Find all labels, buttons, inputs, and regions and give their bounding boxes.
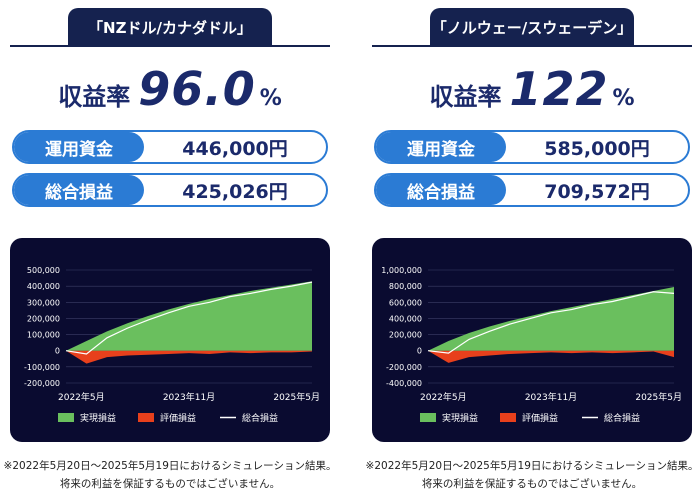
title-rule: [10, 45, 330, 47]
x-tick-label: 2023年11月: [525, 391, 577, 403]
x-tick-label: 2025年5月: [273, 391, 320, 403]
y-tick-label: 500,000: [27, 266, 60, 275]
info-row: 運用資金 446,000円: [12, 130, 328, 164]
info-row: 総合損益 709,572円: [374, 173, 690, 207]
chart: -400,000 -200,000 0 200,000 400,000 600,000 80…: [372, 238, 692, 442]
chart: -200,000 -100,000 0 100,000 200,000 300,000 40…: [10, 238, 330, 442]
panel-title: 「NZドル/カナダドル」: [68, 8, 272, 46]
area: [428, 350, 674, 363]
y-tick-label: -200,000: [386, 363, 422, 372]
legend-label: 評価損益: [160, 412, 196, 424]
legend-swatch: [138, 413, 154, 422]
legend-label: 評価損益: [522, 412, 558, 424]
legend-label: 実現損益: [80, 412, 116, 424]
yield-value: 122: [509, 62, 609, 116]
legend-label: 実現損益: [442, 412, 478, 424]
yield-value: 96.0: [138, 62, 256, 116]
y-tick-label: -400,000: [386, 379, 422, 388]
yield-label: 収益率: [58, 83, 131, 111]
y-tick-label: 400,000: [389, 314, 422, 323]
x-tick-label: 2025年5月: [635, 391, 682, 403]
panel: 「ノルウェー/スウェーデン」収益率 122% 運用資金 585,000円総合損益 709…: [366, 0, 698, 497]
y-tick-label: 200,000: [389, 331, 422, 340]
info-value: 425,026円: [182, 180, 288, 203]
footnote: ※2022年5月20日～2025年5月19日におけるシミュレーション結果。: [365, 460, 699, 472]
x-tick-label: 2022年5月: [420, 391, 467, 403]
y-tick-label: 0: [55, 347, 60, 356]
y-tick-label: -100,000: [24, 363, 60, 372]
yield-unit: %: [259, 86, 282, 111]
legend-label: 総合損益: [242, 412, 278, 424]
y-tick-label: 100,000: [27, 331, 60, 340]
info-key: 運用資金: [376, 132, 506, 162]
yield-label: 収益率: [429, 83, 502, 111]
y-tick-label: -200,000: [24, 379, 60, 388]
footnote: 将来の利益を保証するものではございません。: [421, 478, 643, 490]
legend-swatch: [420, 413, 436, 422]
y-tick-label: 600,000: [389, 298, 422, 307]
area: [428, 286, 674, 351]
info-value: 446,000円: [182, 137, 288, 160]
yield-unit: %: [612, 86, 635, 111]
y-tick-label: 200,000: [27, 314, 60, 323]
yield: 収益率 96.0%: [10, 62, 330, 116]
legend-swatch: [500, 413, 516, 422]
y-tick-label: 0: [417, 347, 422, 356]
area: [66, 350, 312, 364]
y-tick-label: 300,000: [27, 298, 60, 307]
info-key: 運用資金: [14, 132, 144, 162]
info-row: 運用資金 585,000円: [374, 130, 690, 164]
x-tick-label: 2022年5月: [58, 391, 105, 403]
line: [427, 291, 675, 354]
legend-swatch: [58, 413, 74, 422]
line: [65, 281, 313, 355]
yield: 収益率 122%: [372, 62, 692, 116]
legend-label: 総合損益: [604, 412, 640, 424]
area: [66, 281, 312, 351]
footnote: ※2022年5月20日～2025年5月19日におけるシミュレーション結果。: [3, 460, 337, 472]
y-tick-label: 800,000: [389, 282, 422, 291]
title-rule: [372, 45, 692, 47]
info-value: 585,000円: [544, 137, 650, 160]
info-row: 総合損益 425,026円: [12, 173, 328, 207]
info-value: 709,572円: [544, 180, 650, 203]
panel-title: 「ノルウェー/スウェーデン」: [430, 8, 634, 46]
panel: 「NZドル/カナダドル」収益率 96.0% 運用資金 446,000円総合損益 425,…: [4, 0, 336, 497]
y-tick-label: 400,000: [27, 282, 60, 291]
x-tick-label: 2023年11月: [163, 391, 215, 403]
y-tick-label: 1,000,000: [381, 266, 422, 275]
footnote: 将来の利益を保証するものではございません。: [59, 478, 281, 490]
info-key: 総合損益: [376, 175, 506, 205]
info-key: 総合損益: [14, 175, 144, 205]
